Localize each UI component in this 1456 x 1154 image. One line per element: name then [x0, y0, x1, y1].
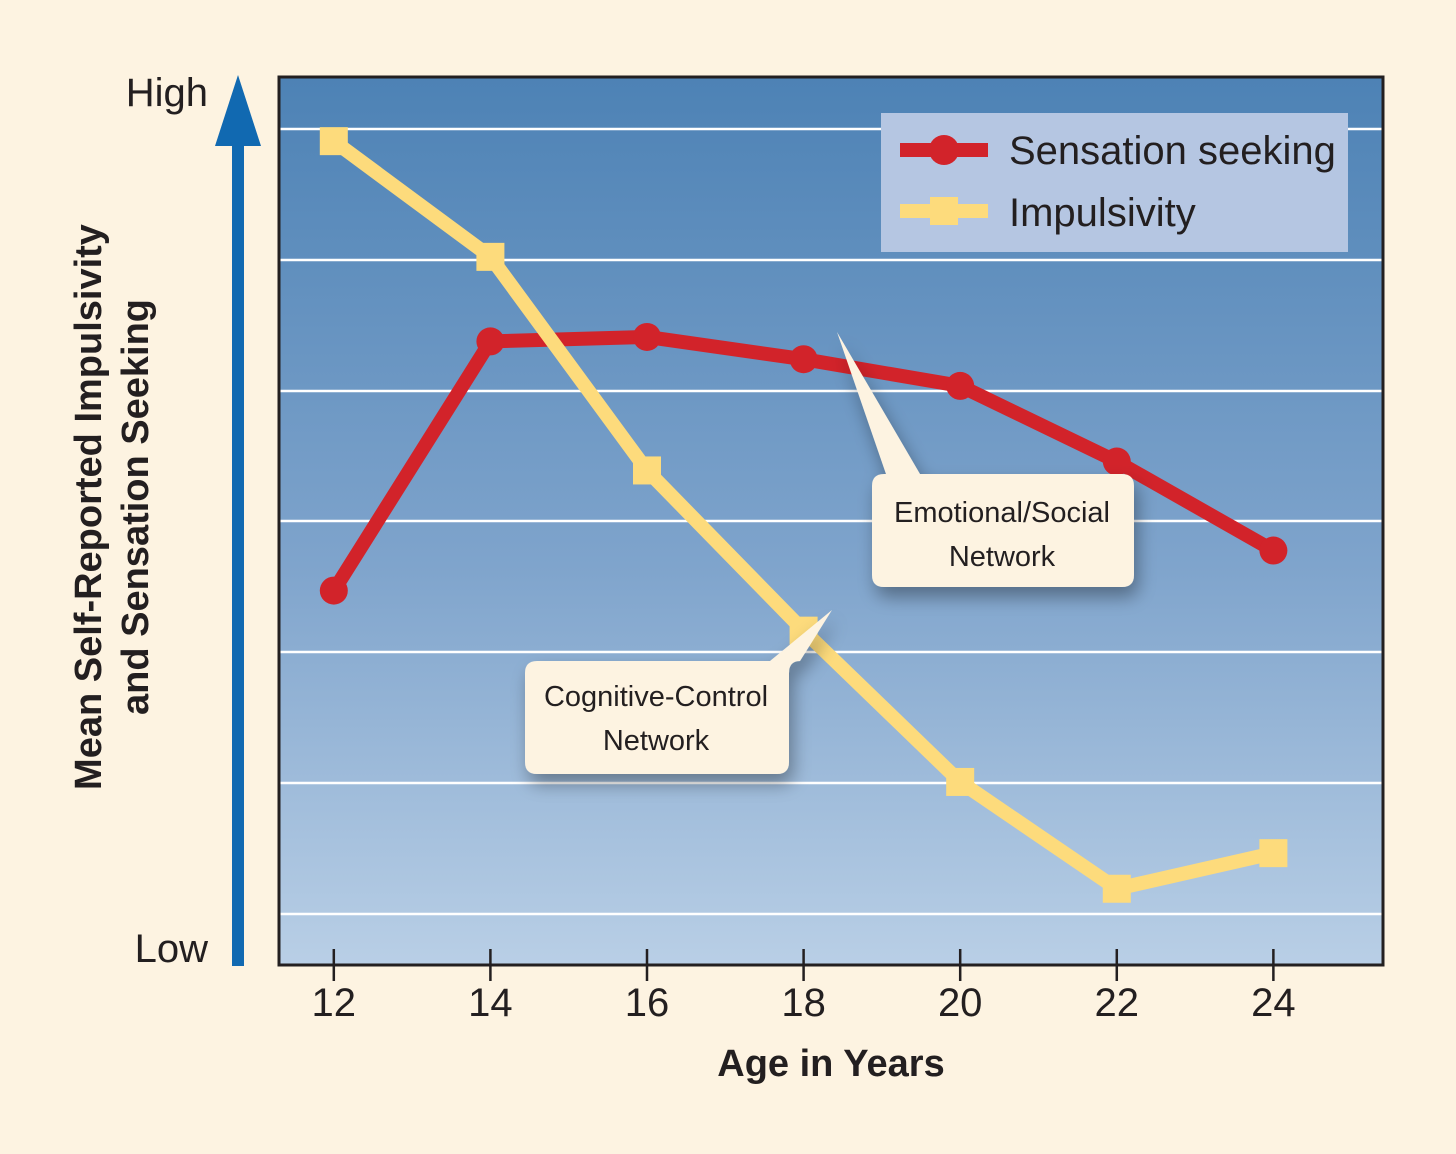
series-layer: [319, 127, 1288, 903]
y-axis-title-2: and Sensation Seeking: [115, 299, 157, 715]
gridlines: [279, 127, 1383, 916]
callout-cognitive-control: [525, 610, 832, 774]
y-axis-high-label: High: [126, 71, 208, 115]
legend-marker-impulsivity: [930, 197, 958, 225]
point-impulsivity-12: [319, 127, 348, 156]
x-tick-label: 14: [468, 981, 513, 1025]
x-axis-ticks: 12 14 16 18 20 22 24: [312, 949, 1296, 1025]
callout-cognitive-control-line-2: Network: [603, 725, 710, 757]
point-sensation-seeking-16: [633, 322, 661, 351]
callout-emotional-social-line-1: Emotional/Social: [894, 497, 1110, 529]
y-axis-title-line-1: Mean Self-Reported Impulsivity: [68, 224, 110, 790]
point-sensation-seeking-14: [476, 327, 505, 356]
point-sensation-seeking-20: [946, 371, 975, 400]
point-sensation-seeking-12: [319, 576, 348, 605]
plot-frame: [277, 75, 1385, 967]
point-impulsivity-16: [633, 456, 661, 485]
x-tick-label: 24: [1251, 981, 1296, 1025]
series-impulsivity: [319, 127, 1288, 903]
x-tick-label: 18: [781, 981, 826, 1025]
x-tick-label: 12: [312, 981, 357, 1025]
legend-label-sensation-seeking: Sensation seeking: [1009, 129, 1336, 173]
y-axis-title: Mean Self-Reported Impulsivity: [68, 224, 110, 790]
legend-marker-sensation-seeking: [929, 135, 959, 165]
legend: Sensation seeking Impulsivity: [881, 113, 1348, 252]
y-axis-arrow: [215, 75, 261, 966]
callout-cognitive-control-line-1: Cognitive-Control: [544, 681, 768, 713]
point-impulsivity-20: [946, 767, 975, 796]
point-sensation-seeking-18: [789, 345, 818, 374]
x-tick-label: 20: [938, 981, 983, 1025]
callout-emotional-social: [837, 332, 1134, 587]
legend-box: [881, 113, 1348, 252]
callout-emotional-social-bubble: [837, 332, 1134, 587]
x-tick-label: 22: [1095, 981, 1140, 1025]
point-impulsivity-24: [1259, 839, 1288, 868]
legend-label-impulsivity: Impulsivity: [1009, 191, 1196, 235]
point-sensation-seeking-22: [1102, 447, 1131, 476]
series-sensation-seeking: [319, 322, 1288, 605]
point-impulsivity-22: [1102, 874, 1131, 903]
x-tick-label: 16: [625, 981, 670, 1025]
point-impulsivity-14: [476, 242, 505, 271]
x-axis-title: Age in Years: [717, 1043, 944, 1085]
callout-emotional-social-line-2: Network: [949, 541, 1056, 573]
y-axis-title-line-2: and Sensation Seeking: [115, 299, 157, 715]
y-axis-low-label: Low: [135, 927, 208, 971]
point-sensation-seeking-24: [1259, 536, 1288, 565]
callout-cognitive-control-bubble: [525, 610, 832, 774]
